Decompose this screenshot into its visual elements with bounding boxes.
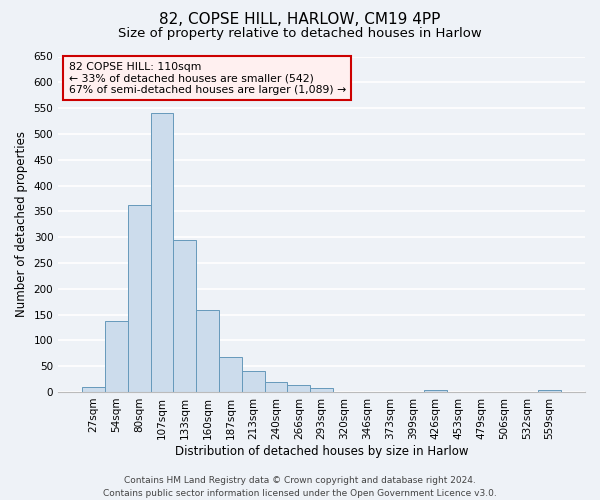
Bar: [219, 358, 242, 392]
Bar: [424, 390, 447, 392]
X-axis label: Distribution of detached houses by size in Harlow: Distribution of detached houses by size …: [175, 444, 469, 458]
Bar: [128, 204, 151, 392]
Bar: [310, 388, 333, 392]
Bar: [105, 322, 128, 392]
Text: 82 COPSE HILL: 110sqm
← 33% of detached houses are smaller (542)
67% of semi-det: 82 COPSE HILL: 110sqm ← 33% of detached …: [69, 62, 346, 94]
Text: 82, COPSE HILL, HARLOW, CM19 4PP: 82, COPSE HILL, HARLOW, CM19 4PP: [160, 12, 440, 28]
Bar: [538, 390, 561, 392]
Text: Size of property relative to detached houses in Harlow: Size of property relative to detached ho…: [118, 28, 482, 40]
Bar: [265, 382, 287, 392]
Bar: [151, 114, 173, 392]
Bar: [242, 372, 265, 392]
Bar: [173, 240, 196, 392]
Text: Contains HM Land Registry data © Crown copyright and database right 2024.
Contai: Contains HM Land Registry data © Crown c…: [103, 476, 497, 498]
Bar: [287, 384, 310, 392]
Bar: [82, 387, 105, 392]
Bar: [196, 310, 219, 392]
Y-axis label: Number of detached properties: Number of detached properties: [15, 131, 28, 317]
